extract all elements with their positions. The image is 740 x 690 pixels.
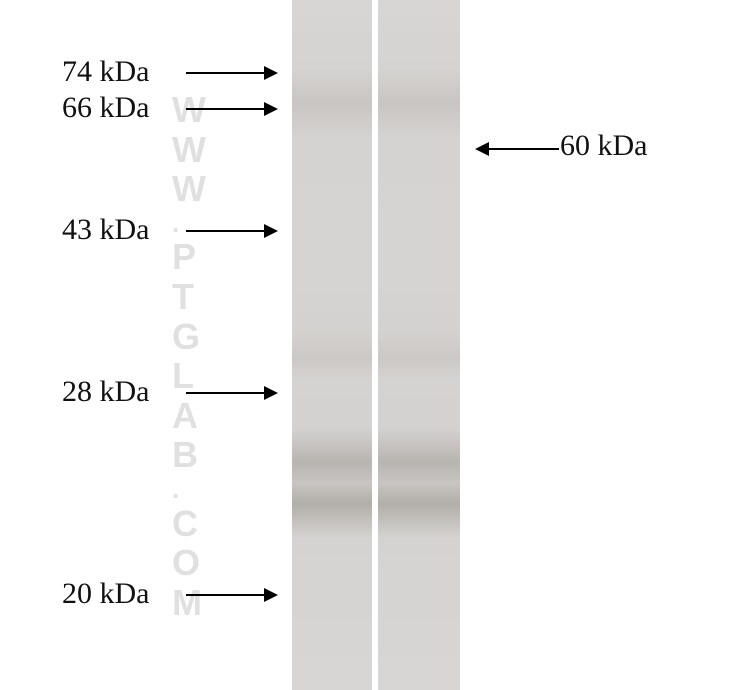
watermark: W W W . P T G L A B . C O M: [172, 90, 208, 622]
arrow-head-right-icon: [264, 588, 278, 602]
wm-char: G: [172, 317, 208, 357]
mw-label-20: 20 kDa: [62, 577, 149, 611]
mw-arrow-66: [186, 102, 278, 116]
mw-arrow-28: [186, 386, 278, 400]
mw-arrow-74: [186, 66, 278, 80]
arrow-shaft: [186, 72, 264, 75]
gel-lane-2: [378, 0, 460, 690]
wm-char: W: [172, 169, 208, 209]
result-arrow: [475, 142, 559, 156]
wm-char: A: [172, 396, 208, 436]
wm-char: O: [172, 543, 208, 583]
arrow-head-right-icon: [264, 224, 278, 238]
arrow-shaft: [489, 148, 559, 151]
wm-char: P: [172, 237, 208, 277]
arrow-shaft: [186, 594, 264, 597]
arrow-head-left-icon: [475, 142, 489, 156]
wm-char: W: [172, 130, 208, 170]
blot-canvas: W W W . P T G L A B . C O M 74 kDa 66 kD…: [0, 0, 740, 690]
mw-arrow-43: [186, 224, 278, 238]
mw-label-28: 28 kDa: [62, 375, 149, 409]
mw-label-66: 66 kDa: [62, 91, 149, 125]
wm-char: C: [172, 504, 208, 544]
arrow-shaft: [186, 392, 264, 395]
wm-char: T: [172, 277, 208, 317]
wm-char: B: [172, 435, 208, 475]
mw-label-43: 43 kDa: [62, 213, 149, 247]
result-label: 60 kDa: [560, 129, 647, 163]
arrow-head-right-icon: [264, 386, 278, 400]
arrow-shaft: [186, 230, 264, 233]
wm-char: .: [172, 475, 208, 504]
mw-label-74: 74 kDa: [62, 55, 149, 89]
gel-lane-1: [292, 0, 372, 690]
arrow-head-right-icon: [264, 66, 278, 80]
arrow-shaft: [186, 108, 264, 111]
mw-arrow-20: [186, 588, 278, 602]
arrow-head-right-icon: [264, 102, 278, 116]
